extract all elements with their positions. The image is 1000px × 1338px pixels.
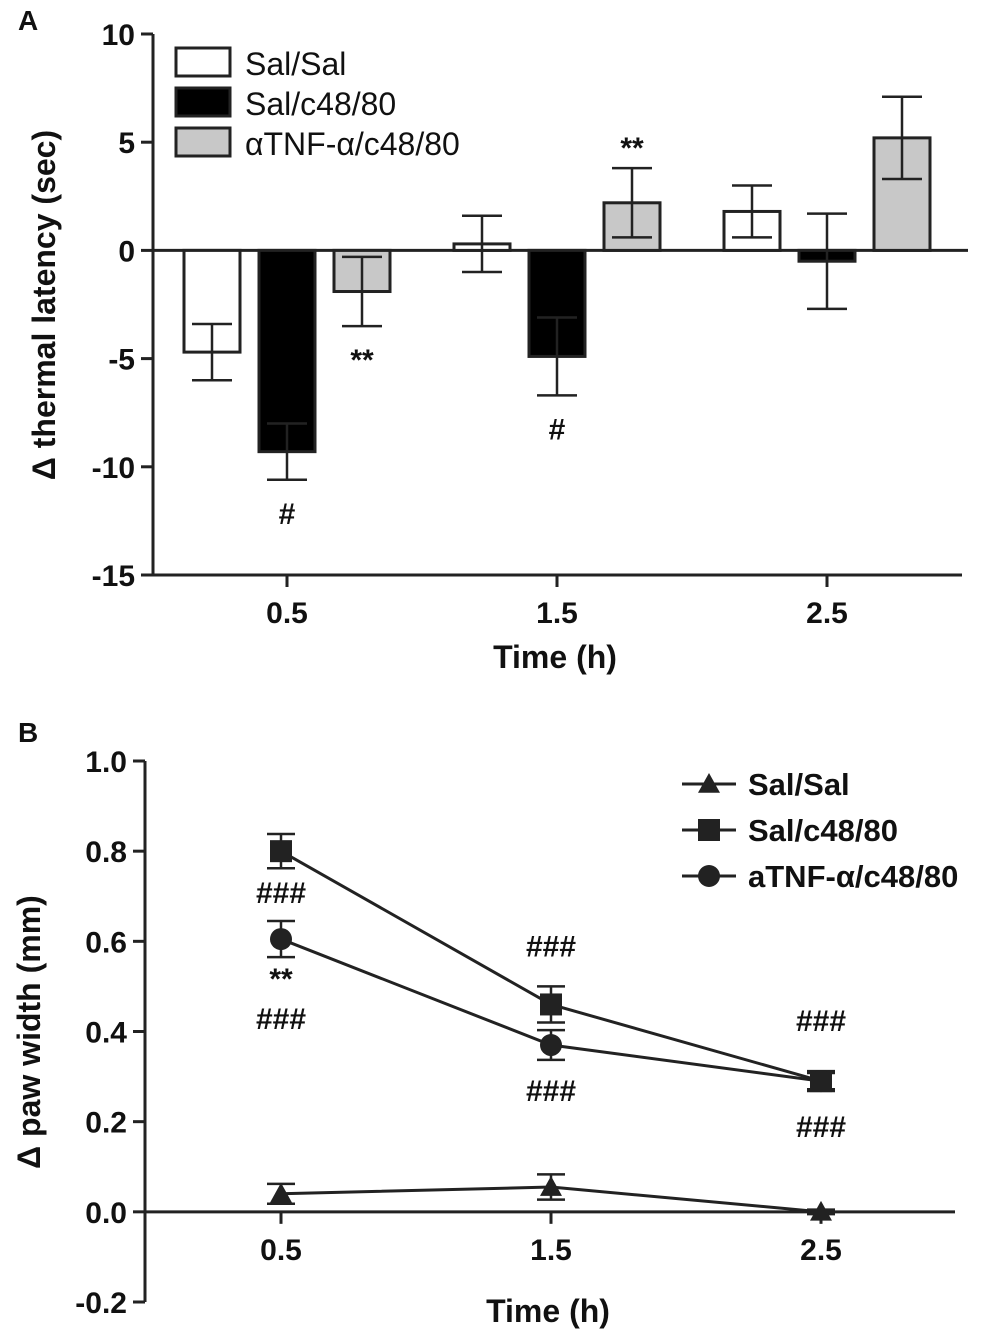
- panel-b: B ### ### ### ** ### ### ### 1.0 0.8 0.6 0.4 0.2 0.…: [11, 717, 958, 1329]
- panel-b-significance-label: ###: [796, 1111, 846, 1144]
- panel-b-significance-label: ###: [526, 930, 576, 963]
- panel-a-bar: [872, 136, 932, 252]
- panel-a-significance-label: **: [620, 132, 644, 165]
- panel-a-y-tick-label: 0: [118, 235, 135, 268]
- panel-b-significance-label: ###: [256, 877, 306, 910]
- panel-b-label: B: [18, 717, 38, 748]
- panel-a-significance-label: **: [350, 344, 374, 377]
- panel-a-x-tick-label: 1.5: [536, 597, 578, 630]
- panel-b-y-tick-label: 0.4: [85, 1017, 127, 1050]
- panel-a-legend-swatch: [174, 86, 232, 118]
- panel-b-significance-label: ###: [526, 1075, 576, 1108]
- panel-b-y-tick-label: -0.2: [75, 1287, 127, 1320]
- triangle-marker: [540, 1176, 562, 1196]
- panel-b-x-axis-label: Time (h): [486, 1293, 610, 1329]
- panel-a-legend-label: αTNF-α/c48/80: [245, 126, 460, 162]
- panel-a-y-tick-label: -10: [92, 452, 135, 485]
- circle-marker: [810, 1070, 832, 1093]
- square-marker: [698, 819, 720, 841]
- panel-a-y-tick-label: 5: [118, 127, 135, 160]
- circle-marker: [698, 865, 720, 887]
- panel-a-legend-swatch: [174, 46, 232, 78]
- panel-a-label: A: [18, 5, 38, 36]
- triangle-marker: [270, 1182, 292, 1203]
- panel-b-x-tick-label: 2.5: [800, 1234, 842, 1267]
- panel-a-x-axis-label: Time (h): [493, 639, 617, 675]
- panel-b-x-tick-label: 0.5: [260, 1234, 302, 1267]
- panel-b-x-tick-label: 1.5: [530, 1234, 572, 1267]
- panel-a-y-tick-label: 10: [102, 19, 135, 52]
- panel-b-y-tick-label: 0.0: [85, 1197, 127, 1230]
- square-marker: [540, 993, 562, 1016]
- panel-a-legend-label: Sal/Sal: [245, 46, 346, 82]
- panel-a-legend: Sal/Sal Sal/c48/80 αTNF-α/c48/80: [174, 46, 460, 162]
- circle-marker: [540, 1034, 562, 1057]
- panel-b-y-tick-label: 1.0: [85, 746, 127, 779]
- panel-b-significance-label: **: [269, 963, 293, 996]
- panel-b-legend: Sal/Sal Sal/c48/80 aTNF-α/c48/80: [682, 767, 958, 894]
- panel-a-significance-label: #: [279, 498, 296, 531]
- panel-a-y-tick-label: -15: [92, 560, 135, 593]
- panel-a-y-axis-label: Δ thermal latency (sec): [26, 130, 62, 480]
- panel-b-y-axis-label: Δ paw width (mm): [11, 895, 47, 1169]
- panel-a-legend-swatch: [174, 126, 232, 158]
- panel-b-y-tick-label: 0.8: [85, 836, 127, 869]
- panel-b-significance-label: ###: [796, 1005, 846, 1038]
- panel-b-y-tick-label: 0.6: [85, 926, 127, 959]
- triangle-marker: [698, 773, 720, 793]
- panel-b-significance-label: ###: [256, 1003, 306, 1036]
- panel-b-legend-label: Sal/Sal: [748, 767, 850, 802]
- circle-marker: [270, 928, 292, 951]
- panel-a-y-tick-label: -5: [108, 344, 135, 377]
- panel-a-bar: [257, 248, 317, 454]
- panel-a-x-tick-label: 2.5: [806, 597, 848, 630]
- panel-a-significance-label: #: [549, 413, 566, 446]
- panel-b-y-tick-label: 0.2: [85, 1107, 127, 1140]
- panel-a-legend-label: Sal/c48/80: [245, 86, 396, 122]
- square-marker: [270, 840, 292, 863]
- panel-b-legend-label: Sal/c48/80: [748, 813, 898, 848]
- panel-a-x-tick-label: 0.5: [266, 597, 308, 630]
- panel-b-legend-label: aTNF-α/c48/80: [748, 859, 958, 894]
